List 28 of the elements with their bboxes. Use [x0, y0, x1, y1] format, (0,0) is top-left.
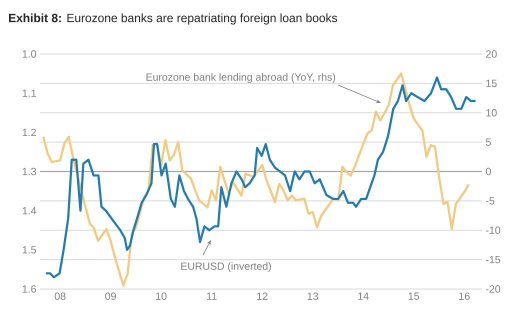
annotation: EURUSD (inverted)	[181, 262, 271, 272]
annotation: Eurozone bank lending abroad (YoY, rhs)	[146, 73, 336, 83]
y-tick-label: 1.3	[22, 168, 36, 176]
x-tick-label: 14	[358, 292, 369, 300]
x-tick-label: 15	[408, 292, 420, 300]
x-tick-label: 11	[207, 292, 217, 300]
y2-tick-label: 10	[486, 109, 497, 116]
y2-tick-label: 0	[486, 168, 491, 176]
x-tick-label: 08	[54, 292, 66, 300]
y2-tick-label: 5	[486, 138, 491, 146]
x-tick-label: 16	[459, 292, 470, 300]
y2-tick-label: -15	[486, 256, 500, 264]
y-tick-label: 1.5	[22, 246, 36, 254]
y-tick-label: 1.1	[22, 90, 36, 97]
y-tick-label: 1.6	[22, 285, 36, 293]
y2-tick-label: -5	[486, 197, 494, 205]
y2-tick-label: 15	[486, 80, 497, 88]
y2-tick-label: 20	[486, 50, 497, 58]
y-tick-label: 1.2	[22, 128, 36, 136]
x-tick-label: 13	[308, 292, 318, 300]
x-tick-label: 09	[105, 292, 116, 300]
chart-title: Exhibit 8: Eurozone banks are repatriating foreign loan books	[8, 13, 338, 25]
y-tick-label: 1.0	[22, 50, 36, 58]
y2-tick-label: -10	[486, 226, 500, 234]
x-tick-label: 12	[257, 292, 268, 300]
y-tick-label: 1.4	[22, 207, 36, 214]
y2-tick-label: -20	[486, 285, 500, 293]
x-tick-label: 10	[156, 292, 167, 300]
